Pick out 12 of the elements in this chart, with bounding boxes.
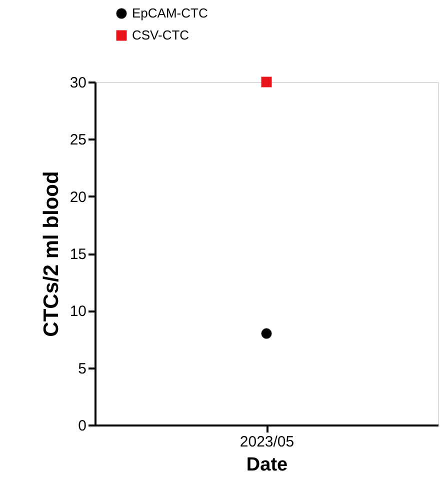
x-tick-label: 2023/05 bbox=[240, 434, 294, 450]
legend-label: CSV-CTC bbox=[132, 28, 190, 42]
y-tick-label: 15 bbox=[70, 246, 86, 263]
y-tick-label: 25 bbox=[70, 132, 86, 149]
y-tick-label: 30 bbox=[70, 74, 86, 92]
legend-label: EpCAM-CTC bbox=[132, 6, 208, 20]
y-tick-label: 5 bbox=[78, 360, 86, 378]
y-tick-label: 0 bbox=[78, 418, 86, 434]
y-tick-label: 20 bbox=[70, 188, 86, 206]
y-tick-label: 10 bbox=[70, 303, 86, 320]
y-axis-title: CTCs/2 ml blood bbox=[40, 171, 63, 337]
x-axis-title: Date bbox=[246, 454, 288, 476]
